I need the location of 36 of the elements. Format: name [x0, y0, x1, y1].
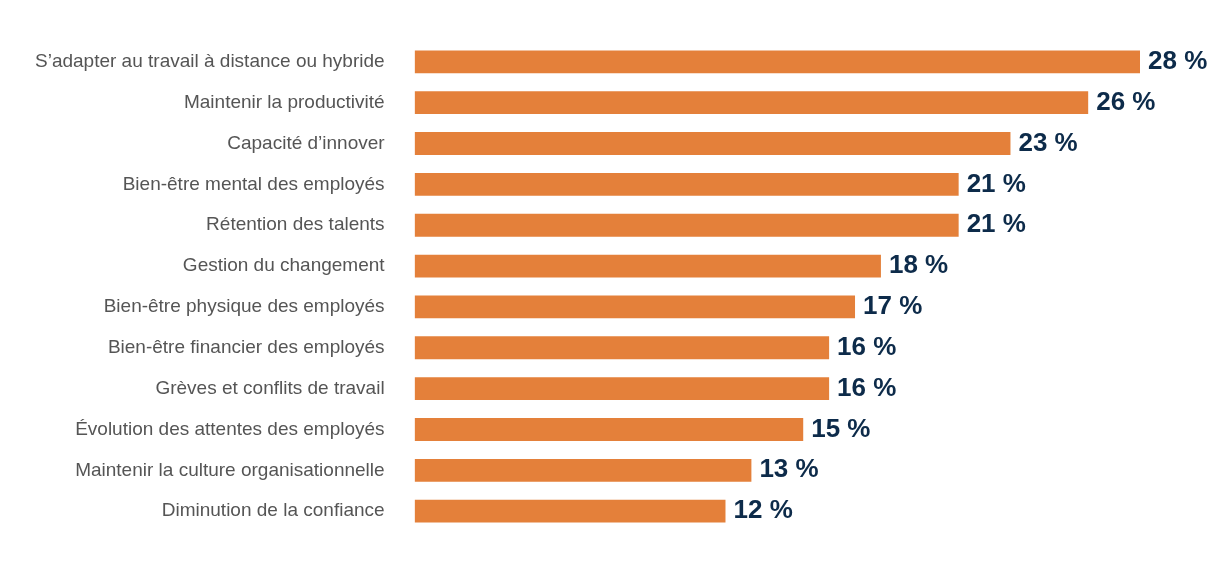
data-label: 13 % — [759, 453, 819, 484]
bar — [414, 50, 1140, 74]
y-tick-label: Bien-être financier des employés — [107, 336, 385, 358]
bar — [414, 458, 752, 482]
bar — [414, 499, 726, 523]
bar — [414, 336, 830, 360]
data-label: 26 % — [1096, 85, 1156, 116]
data-label: 21 % — [966, 208, 1026, 239]
y-tick-label: S’adapter au travail à distance ou hybride — [35, 50, 385, 72]
bar — [414, 132, 1011, 155]
data-label: 15 % — [811, 412, 871, 443]
bar — [414, 377, 830, 401]
bar — [414, 254, 881, 278]
bar — [414, 91, 1089, 115]
data-label: 16 % — [837, 330, 897, 361]
data-label: 23 % — [1018, 126, 1078, 157]
bar — [414, 213, 959, 237]
y-tick-label: Bien-être mental des employés — [122, 172, 385, 194]
y-tick-label: Diminution de la confiance — [161, 499, 385, 521]
y-tick-label: Maintenir la culture organisationnelle — [75, 458, 385, 480]
y-tick-label: Maintenir la productivité — [183, 90, 385, 112]
y-tick-label: Évolution des attentes des employés — [75, 417, 385, 439]
data-label: 28 % — [1148, 45, 1208, 75]
data-label: 18 % — [888, 249, 949, 280]
data-label: 12 % — [733, 494, 793, 525]
bar — [414, 172, 959, 196]
data-label: 16 % — [837, 371, 897, 402]
data-label: 21 % — [966, 167, 1026, 198]
y-tick-label: Rétention des talents — [206, 213, 385, 235]
y-tick-label: Bien-être physique des employés — [103, 295, 385, 317]
data-label: 17 % — [863, 290, 923, 321]
y-tick-label: Capacité d’innover — [227, 131, 386, 153]
y-tick-label: Gestion du changement — [182, 254, 386, 276]
y-tick-label: Grèves et conflits de travail — [155, 376, 385, 398]
bar — [414, 418, 804, 441]
bar — [414, 295, 856, 319]
